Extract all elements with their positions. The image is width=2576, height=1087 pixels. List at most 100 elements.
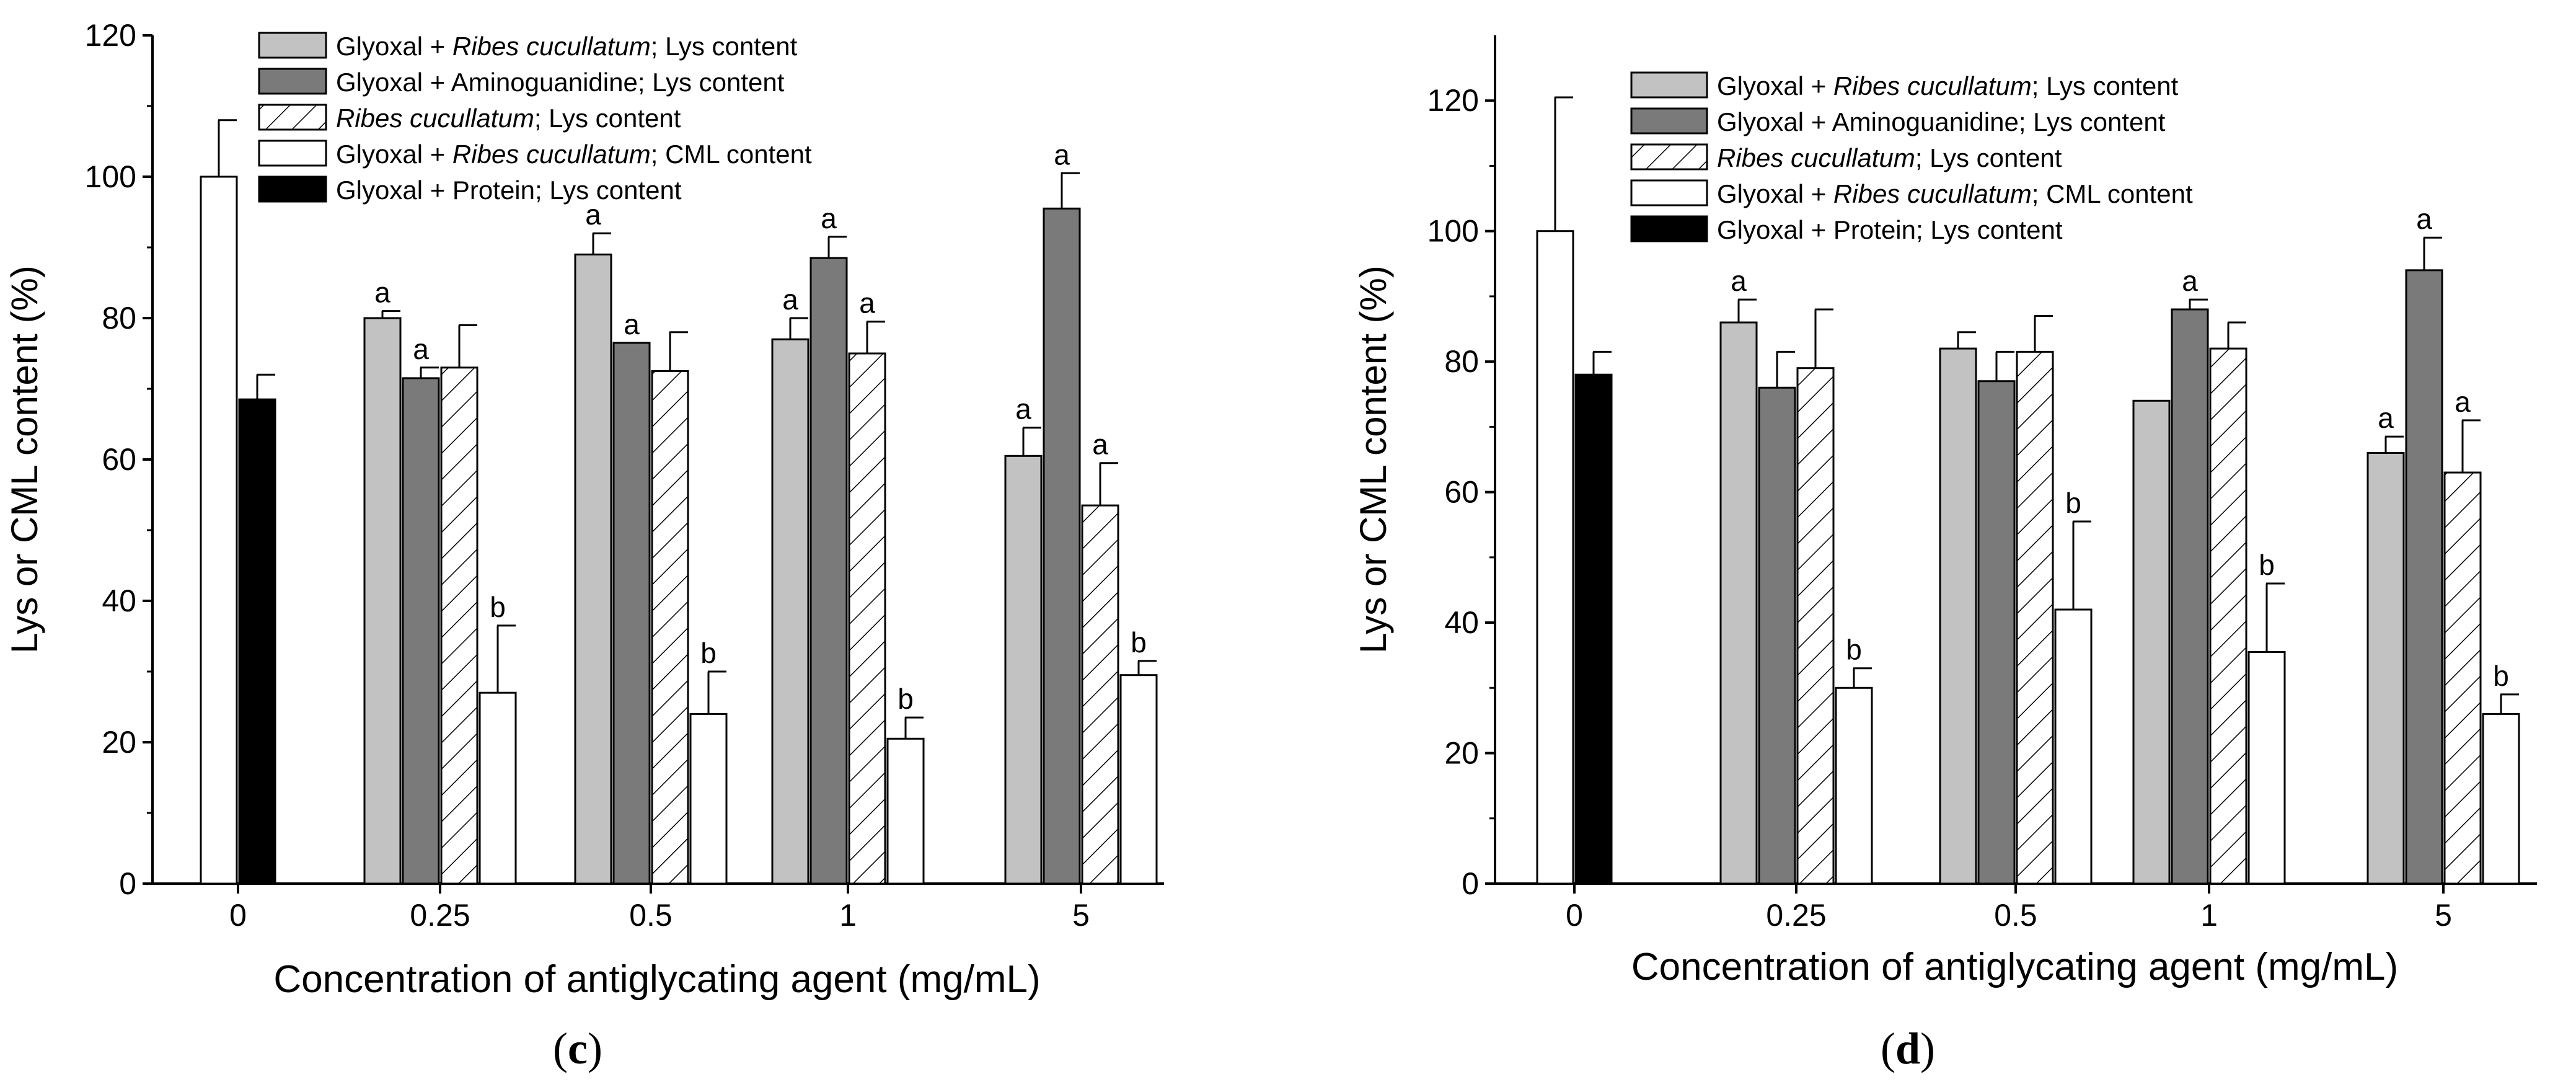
significance-label: a <box>1092 428 1108 461</box>
x-tick-label: 0.25 <box>1766 898 1826 933</box>
legend-entry: Glyoxal + Protein; Lys content <box>336 175 682 205</box>
x-tick-label: 5 <box>1072 898 1090 933</box>
legend-entry: Glyoxal + Ribes cucullatum; CML content <box>1717 179 2193 208</box>
significance-label: b <box>700 637 717 669</box>
bar <box>1574 373 1613 885</box>
bar <box>1796 367 1835 885</box>
y-axis-title: Lys or CML content (%) <box>4 265 45 654</box>
chart-panel-d: 0 20 40 60 80 100 120 0 0.25 0.5 1 5 a b b a b a a a b Glyoxa… <box>1352 35 2537 1073</box>
bar <box>1977 380 2016 885</box>
legend-entry: Glyoxal + Protein; Lys content <box>1717 215 2063 244</box>
y-tick-label: 20 <box>102 725 136 760</box>
bar <box>2171 308 2209 885</box>
significance-label: b <box>2493 660 2509 692</box>
x-tick-label: 1 <box>839 898 857 933</box>
legend-swatch <box>1630 143 1708 171</box>
x-axis-title: Concentration of antiglycating agent (mg… <box>1631 946 2398 988</box>
significance-label: a <box>624 308 640 340</box>
legend-swatch <box>1630 215 1708 242</box>
significance-label: a <box>585 198 601 231</box>
bar <box>2209 347 2247 885</box>
legend-entry: Glyoxal + Aminoguanidine; Lys content <box>1717 107 2166 136</box>
bar <box>1119 674 1158 885</box>
legend-swatch <box>1630 179 1708 206</box>
bar <box>1758 386 1796 885</box>
bar <box>2366 451 2405 885</box>
significance-label: b <box>490 591 506 623</box>
y-tick-label: 0 <box>1462 866 1479 901</box>
bar <box>200 175 238 885</box>
bar <box>2482 712 2520 885</box>
bar <box>574 253 612 885</box>
legend-swatch <box>1630 107 1708 135</box>
significance-label: a <box>413 333 429 365</box>
bar <box>809 257 848 885</box>
significance-label: a <box>2416 203 2432 235</box>
bar <box>886 737 925 885</box>
legend-entry: Glyoxal + Aminoguanidine; Lys content <box>336 68 785 97</box>
y-tick-label: 40 <box>1444 605 1479 640</box>
significance-label: a <box>859 287 875 319</box>
panel-label: (d) <box>1881 1024 1935 1073</box>
legend-entry: Ribes cucullatum; Lys content <box>336 104 681 133</box>
bar <box>1719 321 1758 885</box>
y-tick-label: 80 <box>1444 344 1479 379</box>
significance-label: b <box>1131 626 1147 659</box>
y-tick-label: 60 <box>102 442 136 477</box>
legend-swatch <box>1630 71 1708 99</box>
x-tick-label: 5 <box>2435 898 2452 933</box>
legend-entry: Glyoxal + Ribes cucullatum; Lys content <box>336 32 798 61</box>
significance-label: a <box>2182 265 2198 297</box>
x-tick-label: 1 <box>2200 898 2218 933</box>
significance-label: a <box>821 202 837 234</box>
y-tick-label: 100 <box>1427 214 1479 249</box>
x-tick-label: 0.25 <box>410 898 470 933</box>
bar <box>612 342 651 885</box>
y-tick-label: 60 <box>1444 475 1479 510</box>
y-tick-label: 80 <box>102 301 136 335</box>
bar <box>771 338 809 885</box>
panel-label: (c) <box>553 1024 602 1073</box>
bar <box>689 712 728 885</box>
significance-label: a <box>1054 138 1070 171</box>
significance-label: a <box>2378 402 2394 434</box>
legend-entry: Ribes cucullatum; Lys content <box>1717 143 2062 172</box>
legend-swatch <box>258 68 327 95</box>
legend-entry: Glyoxal + Ribes cucullatum; Lys content <box>1717 71 2179 100</box>
y-tick-label: 20 <box>1444 736 1479 771</box>
significance-label: a <box>1731 265 1747 297</box>
y-tick-label: 40 <box>102 583 136 618</box>
significance-label: a <box>1015 393 1031 425</box>
legend-entry: Glyoxal + Ribes cucullatum; CML content <box>336 140 812 169</box>
bar <box>2016 350 2054 885</box>
bar <box>651 370 689 885</box>
significance-label: b <box>2259 549 2275 581</box>
significance-label: b <box>898 683 914 715</box>
significance-label: b <box>1846 634 1862 666</box>
bar <box>2247 650 2286 885</box>
x-tick-label: 0.5 <box>629 898 673 933</box>
bar <box>1081 504 1119 885</box>
bar <box>1004 455 1043 885</box>
bar <box>2132 399 2171 885</box>
legend-swatch <box>258 175 327 203</box>
bar <box>848 352 886 885</box>
bar <box>1043 207 1081 885</box>
bar <box>2443 471 2482 885</box>
y-axis-title: Lys or CML content (%) <box>1352 265 1394 654</box>
x-tick-label: 0.5 <box>1994 898 2037 933</box>
significance-label: b <box>2065 487 2081 519</box>
bar <box>1536 230 1574 885</box>
bar <box>402 377 440 885</box>
y-tick-label: 0 <box>119 866 136 901</box>
bar <box>479 691 517 885</box>
significance-label: a <box>2455 386 2471 418</box>
significance-label: a <box>374 277 390 309</box>
bar <box>363 317 402 885</box>
bar <box>2054 608 2093 885</box>
bar <box>1939 347 1977 885</box>
significance-label: a <box>782 283 798 316</box>
